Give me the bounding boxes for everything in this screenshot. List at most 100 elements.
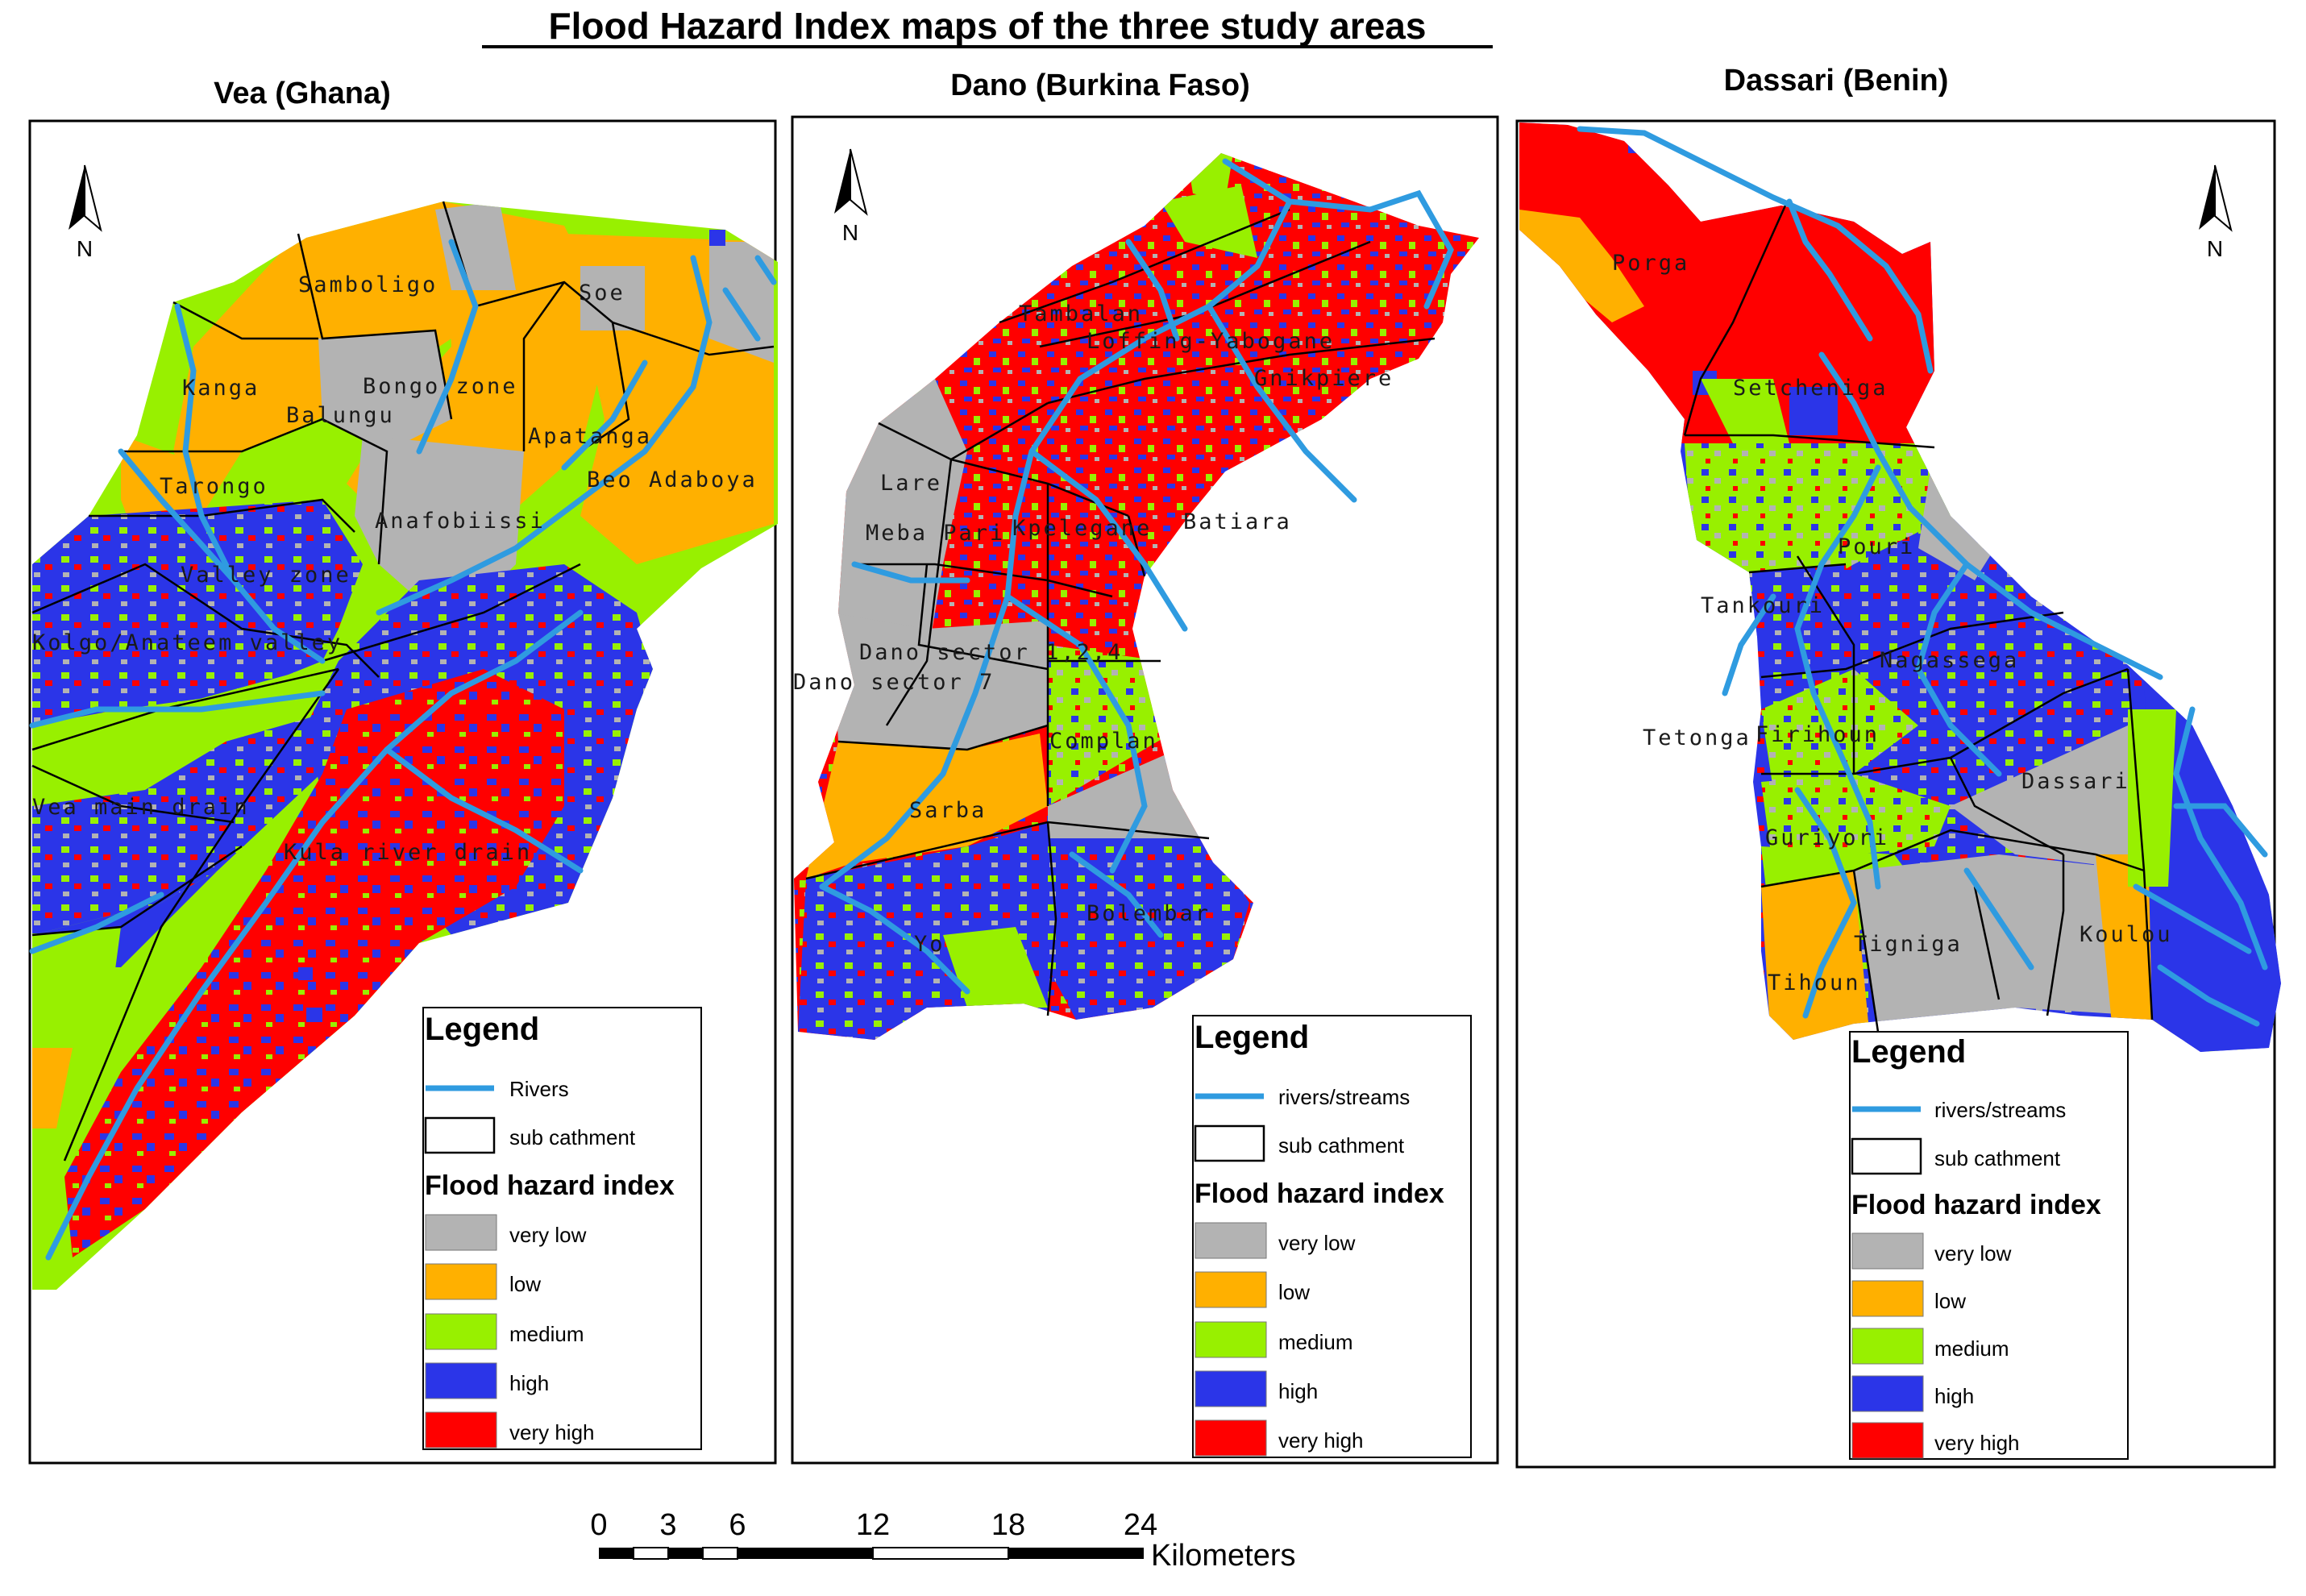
dano-legend: Legend rivers/streams sub cathment Flood… [1192,1015,1472,1458]
place-label: Tigniga [1854,932,1963,957]
legend-swatch-high [1195,1370,1267,1407]
dassari-legend: Legend rivers/streams sub cathment Flood… [1849,1031,2129,1460]
legend-river-label: Rivers [509,1077,569,1101]
place-label: Beo Adaboya [587,468,758,493]
legend-swatch-high [1851,1375,1924,1412]
place-label: Guriyori [1765,825,1889,850]
vea-map-panel: Samboligo Soe Kanga Bongo zone Balungu A… [28,119,778,1465]
scale-tick-label: 3 [659,1508,676,1542]
place-label: Anafobiissi [375,509,546,534]
legend-swatch-low [1195,1271,1267,1308]
dano-place-labels: Tambalan Loffing-Yabogane Gnikpiere Lare… [793,301,1394,957]
scale-tick-label: 0 [590,1508,607,1542]
figure-title: Flood Hazard Index maps of the three stu… [549,5,1427,47]
place-label: Tankouri [1701,593,1825,618]
legend-index-heading: Flood hazard index [1851,1190,2101,1220]
dano-subcatchment-lines [805,208,1436,1016]
scale-segment [668,1548,703,1559]
legend-subcatchment-swatch [1194,1124,1265,1162]
place-label: Kpelegane [1012,516,1152,541]
legend-label-very-low: very low [1278,1231,1356,1255]
legend-subcatchment-label: sub cathment [1278,1133,1405,1158]
place-label: Balungu [286,403,395,428]
place-label: Nagassega [1880,648,2019,673]
place-label: Soe [579,281,625,305]
legend-label-medium: medium [1934,1336,2009,1361]
place-label: Tambalan [1019,301,1143,326]
dassari-subcatchment-lines [1683,205,2154,1033]
place-label: Tetonga [1643,725,1751,750]
scale-tick-label: 24 [1124,1508,1157,1542]
legend-label-medium: medium [1278,1330,1352,1354]
place-label: Bolembar [1087,901,1211,926]
north-arrow-icon: N [2199,164,2233,261]
scale-segment [872,1547,1009,1560]
legend-label-high: high [1934,1384,1974,1408]
north-label: N [2207,236,2223,261]
dassari-rivers [1577,126,2268,1027]
legend-label-low: low [509,1272,541,1296]
place-label: Kula river drain [284,840,532,865]
legend-label-very-low: very low [1934,1241,2012,1266]
legend-swatch-very-high [1195,1419,1267,1457]
legend-label-high: high [509,1371,549,1395]
place-label: Samboligo [298,272,438,297]
place-label: Firihoun [1755,722,1880,747]
legend-swatch-very-high [425,1411,497,1448]
north-label: N [77,236,93,261]
legend-label-low: low [1278,1280,1310,1304]
map-title-dano: Dano (Burkina Faso) [950,69,1250,102]
place-label: Dano sector 7 [793,670,995,695]
scale-segment [702,1547,738,1560]
place-label: Complan [1049,729,1158,754]
dassari-place-labels: Porga Setcheniga Pouri Tankouri Nagasseg… [1612,251,2173,995]
place-label: Batiara [1183,509,1292,534]
place-label: Gnikpiere [1254,366,1394,391]
legend-swatch-medium [1195,1321,1267,1358]
map-title-vea: Vea (Ghana) [214,77,391,110]
legend-label-very-low: very low [509,1223,587,1247]
place-label: Loffing-Yabogane [1087,329,1335,354]
map-title-dassari: Dassari (Benin) [1724,64,1949,98]
place-label: Yo [914,932,945,957]
scale-bar: 0 3 6 12 18 24 Kilometers [590,1508,1295,1573]
place-label: Sarba [909,798,987,823]
legend-swatch-very-low [1195,1222,1267,1259]
vea-hazard-raster [32,202,778,1290]
vea-place-labels: Samboligo Soe Kanga Bongo zone Balungu A… [32,272,758,865]
scale-tick-label: 18 [991,1508,1025,1542]
legend-swatch-medium [1851,1328,1924,1365]
place-label: Apatanga [528,424,652,449]
north-label: N [842,220,858,245]
legend-subcatchment-swatch [1851,1137,1922,1175]
place-label: Tihoun [1768,970,1861,995]
legend-subcatchment-label: sub cathment [1934,1146,2061,1170]
place-label: Kanga [182,376,260,401]
vea-rivers [29,239,777,1261]
legend-heading: Legend [425,1012,539,1047]
scale-segment [1008,1548,1144,1559]
scale-segment [599,1548,634,1559]
scale-unit-label: Kilometers [1151,1539,1296,1573]
north-arrow-icon: N [69,164,102,261]
legend-subcatchment-label: sub cathment [509,1125,636,1149]
dassari-map-panel: Porga Setcheniga Pouri Tankouri Nagasseg… [1515,119,2281,1469]
scale-segment [738,1548,873,1559]
scale-segment [633,1547,669,1560]
legend-swatch-very-low [1851,1232,1924,1270]
legend-swatch-very-low [425,1214,497,1251]
legend-subcatchment-swatch [424,1116,496,1154]
legend-label-medium: medium [509,1322,584,1346]
place-label: Bongo zone [363,374,518,399]
place-label: Pouri [1838,534,1915,559]
place-label: Vea main drain [32,795,250,820]
dano-map-panel: Tambalan Loffing-Yabogane Gnikpiere Lare… [791,115,1499,1465]
legend-label-very-high: very high [1934,1431,2020,1455]
scale-tick-label: 12 [856,1508,890,1542]
legend-label-high: high [1278,1379,1318,1403]
place-label: Koulou [2080,922,2173,947]
legend-swatch-low [425,1263,497,1300]
legend-heading: Legend [1195,1020,1309,1055]
dano-rivers [819,158,1454,995]
